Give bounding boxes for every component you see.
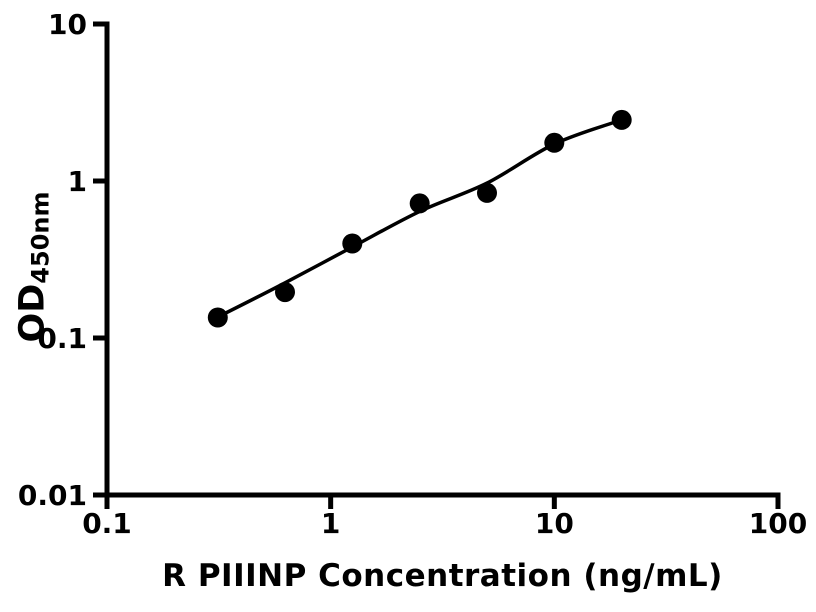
standard-points-marker-1	[275, 282, 295, 303]
standard-points-marker-0	[207, 307, 228, 328]
x-tick-label-1: 1	[321, 507, 340, 540]
standard-points-marker-2	[342, 233, 363, 254]
y-axis-title-main: OD	[12, 283, 53, 343]
standard-points-marker-6	[611, 109, 632, 130]
y-tick-label-1: 1	[68, 165, 87, 198]
y-axis-title-subscript: 450nm	[26, 191, 55, 284]
y-tick-label-0.01: 0.01	[18, 479, 87, 512]
x-tick-label-0.1: 0.1	[82, 507, 132, 540]
y-tick-label-0.1: 0.1	[37, 322, 87, 355]
x-tick-label-10: 10	[535, 507, 574, 540]
x-axis-title: R PIIINP Concentration (ng/mL)	[162, 558, 723, 594]
standard-points-marker-4	[477, 182, 497, 203]
y-tick-label-10: 10	[48, 8, 87, 41]
standard-points-marker-5	[544, 132, 565, 153]
standard-points-marker-3	[409, 193, 430, 214]
y-axis-title: OD450nm	[12, 191, 55, 343]
x-tick-label-100: 100	[749, 507, 807, 540]
